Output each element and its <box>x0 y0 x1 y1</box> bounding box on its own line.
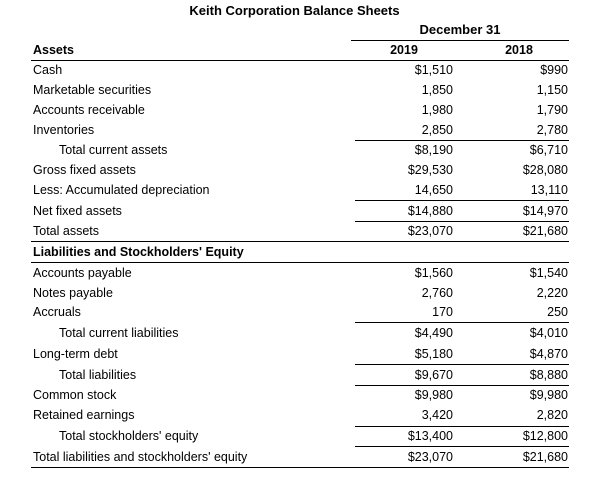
value-2019: 1,850 <box>421 83 453 97</box>
value-2018: 1,790 <box>536 103 568 117</box>
row-label: Marketable securities <box>33 83 152 97</box>
liabilities-heading-row: Liabilities and Stockholders' Equity <box>0 242 589 262</box>
value-2019: $1,560 <box>414 266 453 280</box>
table-row-accruals: Accruals 170 250 <box>0 302 589 322</box>
value-2018: $14,970 <box>522 204 568 218</box>
value-2018: $6,710 <box>529 143 568 157</box>
value-2019: $13,400 <box>407 429 453 443</box>
table-row-total-liabilities-and-equity: Total liabilities and stockholders' equi… <box>0 447 589 467</box>
row-label: Long-term debt <box>33 347 118 361</box>
subtotal-rule <box>355 426 569 427</box>
table-row-gross-fixed-assets: Gross fixed assets $29,530 $28,080 <box>0 160 589 180</box>
value-2018: 2,780 <box>536 123 568 137</box>
table-row-total-stockholders-equity: Total stockholders' equity $13,400 $12,8… <box>0 426 589 446</box>
value-2018: $21,680 <box>522 450 568 464</box>
table-row-total-current-assets: Total current assets $8,190 $6,710 <box>0 140 589 160</box>
assets-heading: Assets <box>33 43 74 57</box>
table-row-retained-earnings: Retained earnings 3,420 2,820 <box>0 405 589 425</box>
row-label: Retained earnings <box>33 408 135 422</box>
value-2018: $21,680 <box>522 224 568 238</box>
value-2018: 2,220 <box>536 286 568 300</box>
row-label: Total assets <box>33 224 100 238</box>
value-2019: 2,760 <box>421 286 453 300</box>
row-label: Gross fixed assets <box>33 163 136 177</box>
table-row-accumulated-depreciation: Less: Accumulated depreciation 14,650 13… <box>0 180 589 200</box>
value-2019: $4,490 <box>414 326 453 340</box>
header-rule <box>31 60 569 61</box>
row-label: Inventories <box>33 123 95 137</box>
value-2018: $990 <box>540 63 568 77</box>
value-2019: $8,190 <box>414 143 453 157</box>
row-label: Cash <box>33 63 63 77</box>
year-2019-header: 2019 <box>390 43 418 57</box>
value-2018: $1,540 <box>529 266 568 280</box>
table-row-accounts-payable: Accounts payable $1,560 $1,540 <box>0 263 589 283</box>
table-row-notes-payable: Notes payable 2,760 2,220 <box>0 283 589 303</box>
value-2019: $23,070 <box>407 450 453 464</box>
value-2019: $9,980 <box>414 388 453 402</box>
row-label: Accounts receivable <box>33 103 145 117</box>
liabilities-heading: Liabilities and Stockholders' Equity <box>33 245 244 259</box>
row-label: Net fixed assets <box>33 204 122 218</box>
row-label: Less: Accumulated depreciation <box>33 183 210 197</box>
value-2019: $9,670 <box>414 368 453 382</box>
value-2019: $23,070 <box>407 224 453 238</box>
table-row-marketable-securities: Marketable securities 1,850 1,150 <box>0 80 589 100</box>
row-label: Common stock <box>33 388 117 402</box>
row-label: Total liabilities <box>59 368 137 382</box>
section-rule <box>31 241 569 242</box>
row-label: Accounts payable <box>33 266 132 280</box>
row-label: Total liabilities and stockholders' equi… <box>33 450 248 464</box>
value-2018: 2,820 <box>536 408 568 422</box>
table-row-inventories: Inventories 2,850 2,780 <box>0 120 589 140</box>
value-2018: $9,980 <box>529 388 568 402</box>
value-2019: $29,530 <box>407 163 453 177</box>
value-2018: $4,870 <box>529 347 568 361</box>
year-2018-header: 2018 <box>505 43 533 57</box>
value-2018: 1,150 <box>536 83 568 97</box>
period-rule <box>351 40 569 41</box>
column-header-row: Assets 2019 2018 <box>0 40 589 60</box>
table-row-accounts-receivable: Accounts receivable 1,980 1,790 <box>0 100 589 120</box>
subtotal-rule <box>355 221 569 222</box>
value-2018: 250 <box>547 305 568 319</box>
table-row-total-liabilities: Total liabilities $9,670 $8,880 <box>0 365 589 385</box>
table-row-total-assets: Total assets $23,070 $21,680 <box>0 221 589 241</box>
subtotal-rule <box>355 385 569 386</box>
row-label: Total current assets <box>59 143 168 157</box>
value-2019: 170 <box>432 305 453 319</box>
bottom-rule <box>31 467 569 468</box>
value-2019: $1,510 <box>414 63 453 77</box>
table-row-net-fixed-assets: Net fixed assets $14,880 $14,970 <box>0 201 589 221</box>
value-2019: 14,650 <box>414 183 453 197</box>
row-label: Total stockholders' equity <box>59 429 199 443</box>
table-row-common-stock: Common stock $9,980 $9,980 <box>0 385 589 405</box>
subtotal-rule <box>355 322 569 323</box>
value-2019: 3,420 <box>421 408 453 422</box>
value-2018: $28,080 <box>522 163 568 177</box>
value-2018: 13,110 <box>530 183 568 197</box>
table-row-cash: Cash $1,510 $990 <box>0 60 589 80</box>
value-2019: $14,880 <box>407 204 453 218</box>
value-2018: $8,880 <box>529 368 568 382</box>
row-label: Notes payable <box>33 286 113 300</box>
row-label: Accruals <box>33 305 81 319</box>
value-2018: $4,010 <box>529 326 568 340</box>
value-2019: 1,980 <box>421 103 453 117</box>
table-row-total-current-liabilities: Total current liabilities $4,490 $4,010 <box>0 323 589 343</box>
subtotal-rule <box>355 364 569 365</box>
value-2019: $5,180 <box>414 347 453 361</box>
section-rule <box>31 262 569 263</box>
period-label: December 31 <box>419 22 501 37</box>
page-title: Keith Corporation Balance Sheets <box>189 3 400 18</box>
subtotal-rule <box>355 140 569 141</box>
table-row-long-term-debt: Long-term debt $5,180 $4,870 <box>0 344 589 364</box>
subtotal-rule <box>355 200 569 201</box>
value-2018: $12,800 <box>522 429 568 443</box>
value-2019: 2,850 <box>421 123 453 137</box>
subtotal-rule <box>355 446 569 447</box>
row-label: Total current liabilities <box>59 326 179 340</box>
